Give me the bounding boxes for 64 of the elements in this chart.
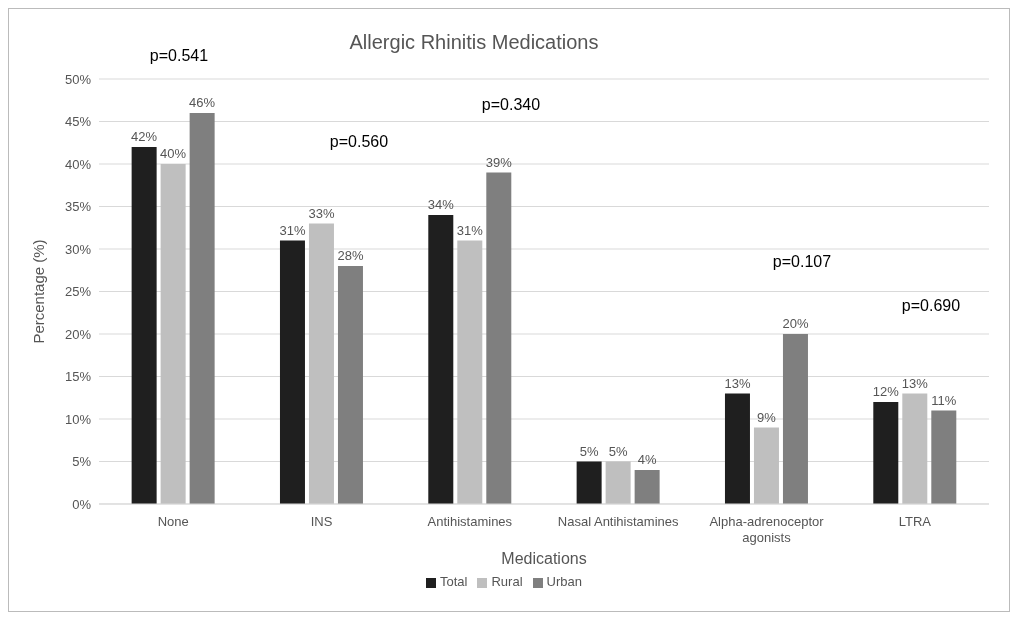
- data-label: 33%: [308, 205, 335, 221]
- legend-label: Urban: [546, 574, 582, 589]
- data-label: 9%: [757, 409, 777, 425]
- data-label: 12%: [872, 384, 900, 399]
- bar: [428, 215, 454, 504]
- x-tick-label: Nasal Antihistamines: [557, 514, 679, 529]
- y-tick-label: 25%: [64, 284, 92, 300]
- bar: [605, 461, 631, 504]
- y-tick-label: 10%: [64, 411, 92, 427]
- y-tick-label: 35%: [64, 199, 92, 215]
- x-tick-label: Antihistamines: [427, 514, 513, 529]
- x-axis-title: Medications: [501, 550, 587, 567]
- data-label: 13%: [724, 375, 751, 391]
- annotation: p=0.340: [480, 96, 542, 114]
- y-tick-label: 20%: [64, 326, 92, 342]
- y-tick-label: 15%: [64, 369, 92, 385]
- bar: [337, 266, 363, 504]
- bar: [308, 223, 334, 504]
- bar: [634, 470, 660, 504]
- bar: [457, 240, 483, 504]
- bar: [131, 147, 157, 504]
- bar: [931, 410, 957, 504]
- legend-label: Total: [440, 574, 468, 589]
- bar: [279, 240, 305, 504]
- data-label: 13%: [901, 375, 929, 391]
- y-tick-label: 0%: [72, 496, 92, 512]
- bar: [576, 461, 602, 504]
- data-label: 40%: [160, 146, 187, 161]
- data-label: 5%: [579, 443, 599, 459]
- x-tick-label: LTRA: [898, 514, 932, 529]
- data-label: 4%: [637, 452, 657, 467]
- y-tick-label: 30%: [64, 241, 92, 257]
- data-label: 31%: [456, 222, 484, 238]
- data-label: 46%: [189, 95, 216, 110]
- legend-label: Rural: [491, 574, 523, 589]
- x-tick-label: INS: [310, 514, 333, 529]
- data-label: 11%: [931, 392, 957, 408]
- annotation: p=0.107: [771, 253, 833, 271]
- data-label: 42%: [131, 129, 158, 144]
- y-tick-label: 5%: [72, 454, 92, 470]
- data-label: 28%: [337, 248, 364, 263]
- data-label: 5%: [608, 443, 628, 459]
- bar: [486, 172, 512, 504]
- data-label: 34%: [427, 197, 455, 212]
- x-tick-label: Alpha-adrenoceptor agonists: [709, 514, 825, 545]
- x-tick-label: None: [157, 514, 189, 529]
- bar: [160, 164, 186, 504]
- bar: [189, 113, 215, 504]
- data-label: 20%: [782, 316, 809, 331]
- bar: [873, 402, 899, 504]
- annotation: p=0.560: [328, 133, 390, 151]
- y-axis-title: Percentage (%): [30, 239, 48, 344]
- annotation: p=0.690: [900, 297, 962, 315]
- data-label: 39%: [485, 154, 513, 170]
- bar: [724, 393, 750, 504]
- chart-title: Allergic Rhinitis Medications: [349, 31, 599, 53]
- y-tick-label: 50%: [64, 71, 92, 87]
- bar: [753, 427, 779, 504]
- bar: [902, 393, 928, 504]
- text: p=0.541: [148, 47, 210, 65]
- data-label: 31%: [279, 222, 306, 238]
- bar: [782, 334, 808, 504]
- y-tick-label: 40%: [64, 156, 92, 172]
- y-tick-label: 45%: [64, 114, 92, 130]
